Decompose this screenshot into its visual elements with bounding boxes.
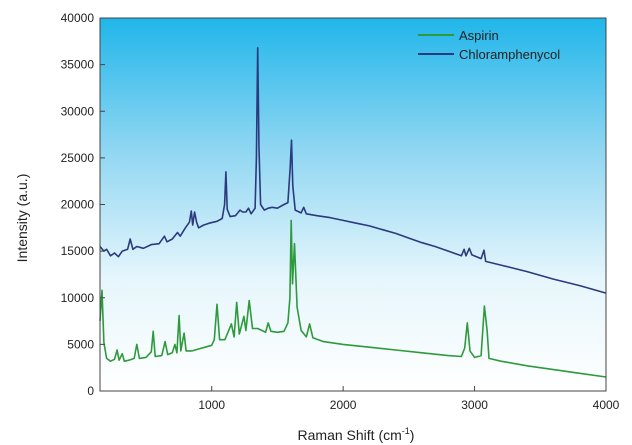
legend: Aspirin Chloramphenycol	[418, 28, 560, 62]
legend-label: Aspirin	[459, 28, 499, 43]
y-axis-label: Intensity (a.u.)	[14, 174, 30, 263]
y-tick-label: 0	[87, 384, 94, 398]
y-tick-label: 30000	[61, 104, 95, 118]
y-tick-label: 35000	[61, 58, 95, 72]
x-tick-label: 4000	[593, 398, 620, 412]
y-tick-label: 20000	[61, 198, 95, 212]
series-line-aspirin	[99, 219, 607, 378]
x-tick-label: 2000	[330, 398, 357, 412]
y-tick-label: 25000	[61, 151, 95, 165]
x-axis-label: Raman Shift (cm-1)	[298, 426, 415, 443]
y-axis-ticks: 0 5000 10000 15000 20000 25000 30000 35000 40000	[61, 11, 105, 398]
series-line-chloramphenycol	[99, 47, 607, 294]
x-axis-label-main: Raman Shift (cm	[298, 427, 402, 443]
x-axis-label-superscript: -1	[402, 426, 410, 436]
plot-area-background	[100, 18, 606, 391]
y-tick-label: 5000	[67, 337, 94, 351]
x-tick-label: 1000	[198, 398, 225, 412]
x-axis-ticks: 1000 2000 3000 4000	[198, 386, 620, 412]
y-tick-label: 40000	[61, 11, 95, 25]
series-layer	[99, 47, 607, 378]
y-tick-label: 15000	[61, 244, 95, 258]
legend-label: Chloramphenycol	[459, 47, 560, 62]
x-axis-label-tail: )	[410, 427, 415, 443]
y-tick-label: 10000	[61, 291, 95, 305]
x-tick-label: 3000	[461, 398, 488, 412]
